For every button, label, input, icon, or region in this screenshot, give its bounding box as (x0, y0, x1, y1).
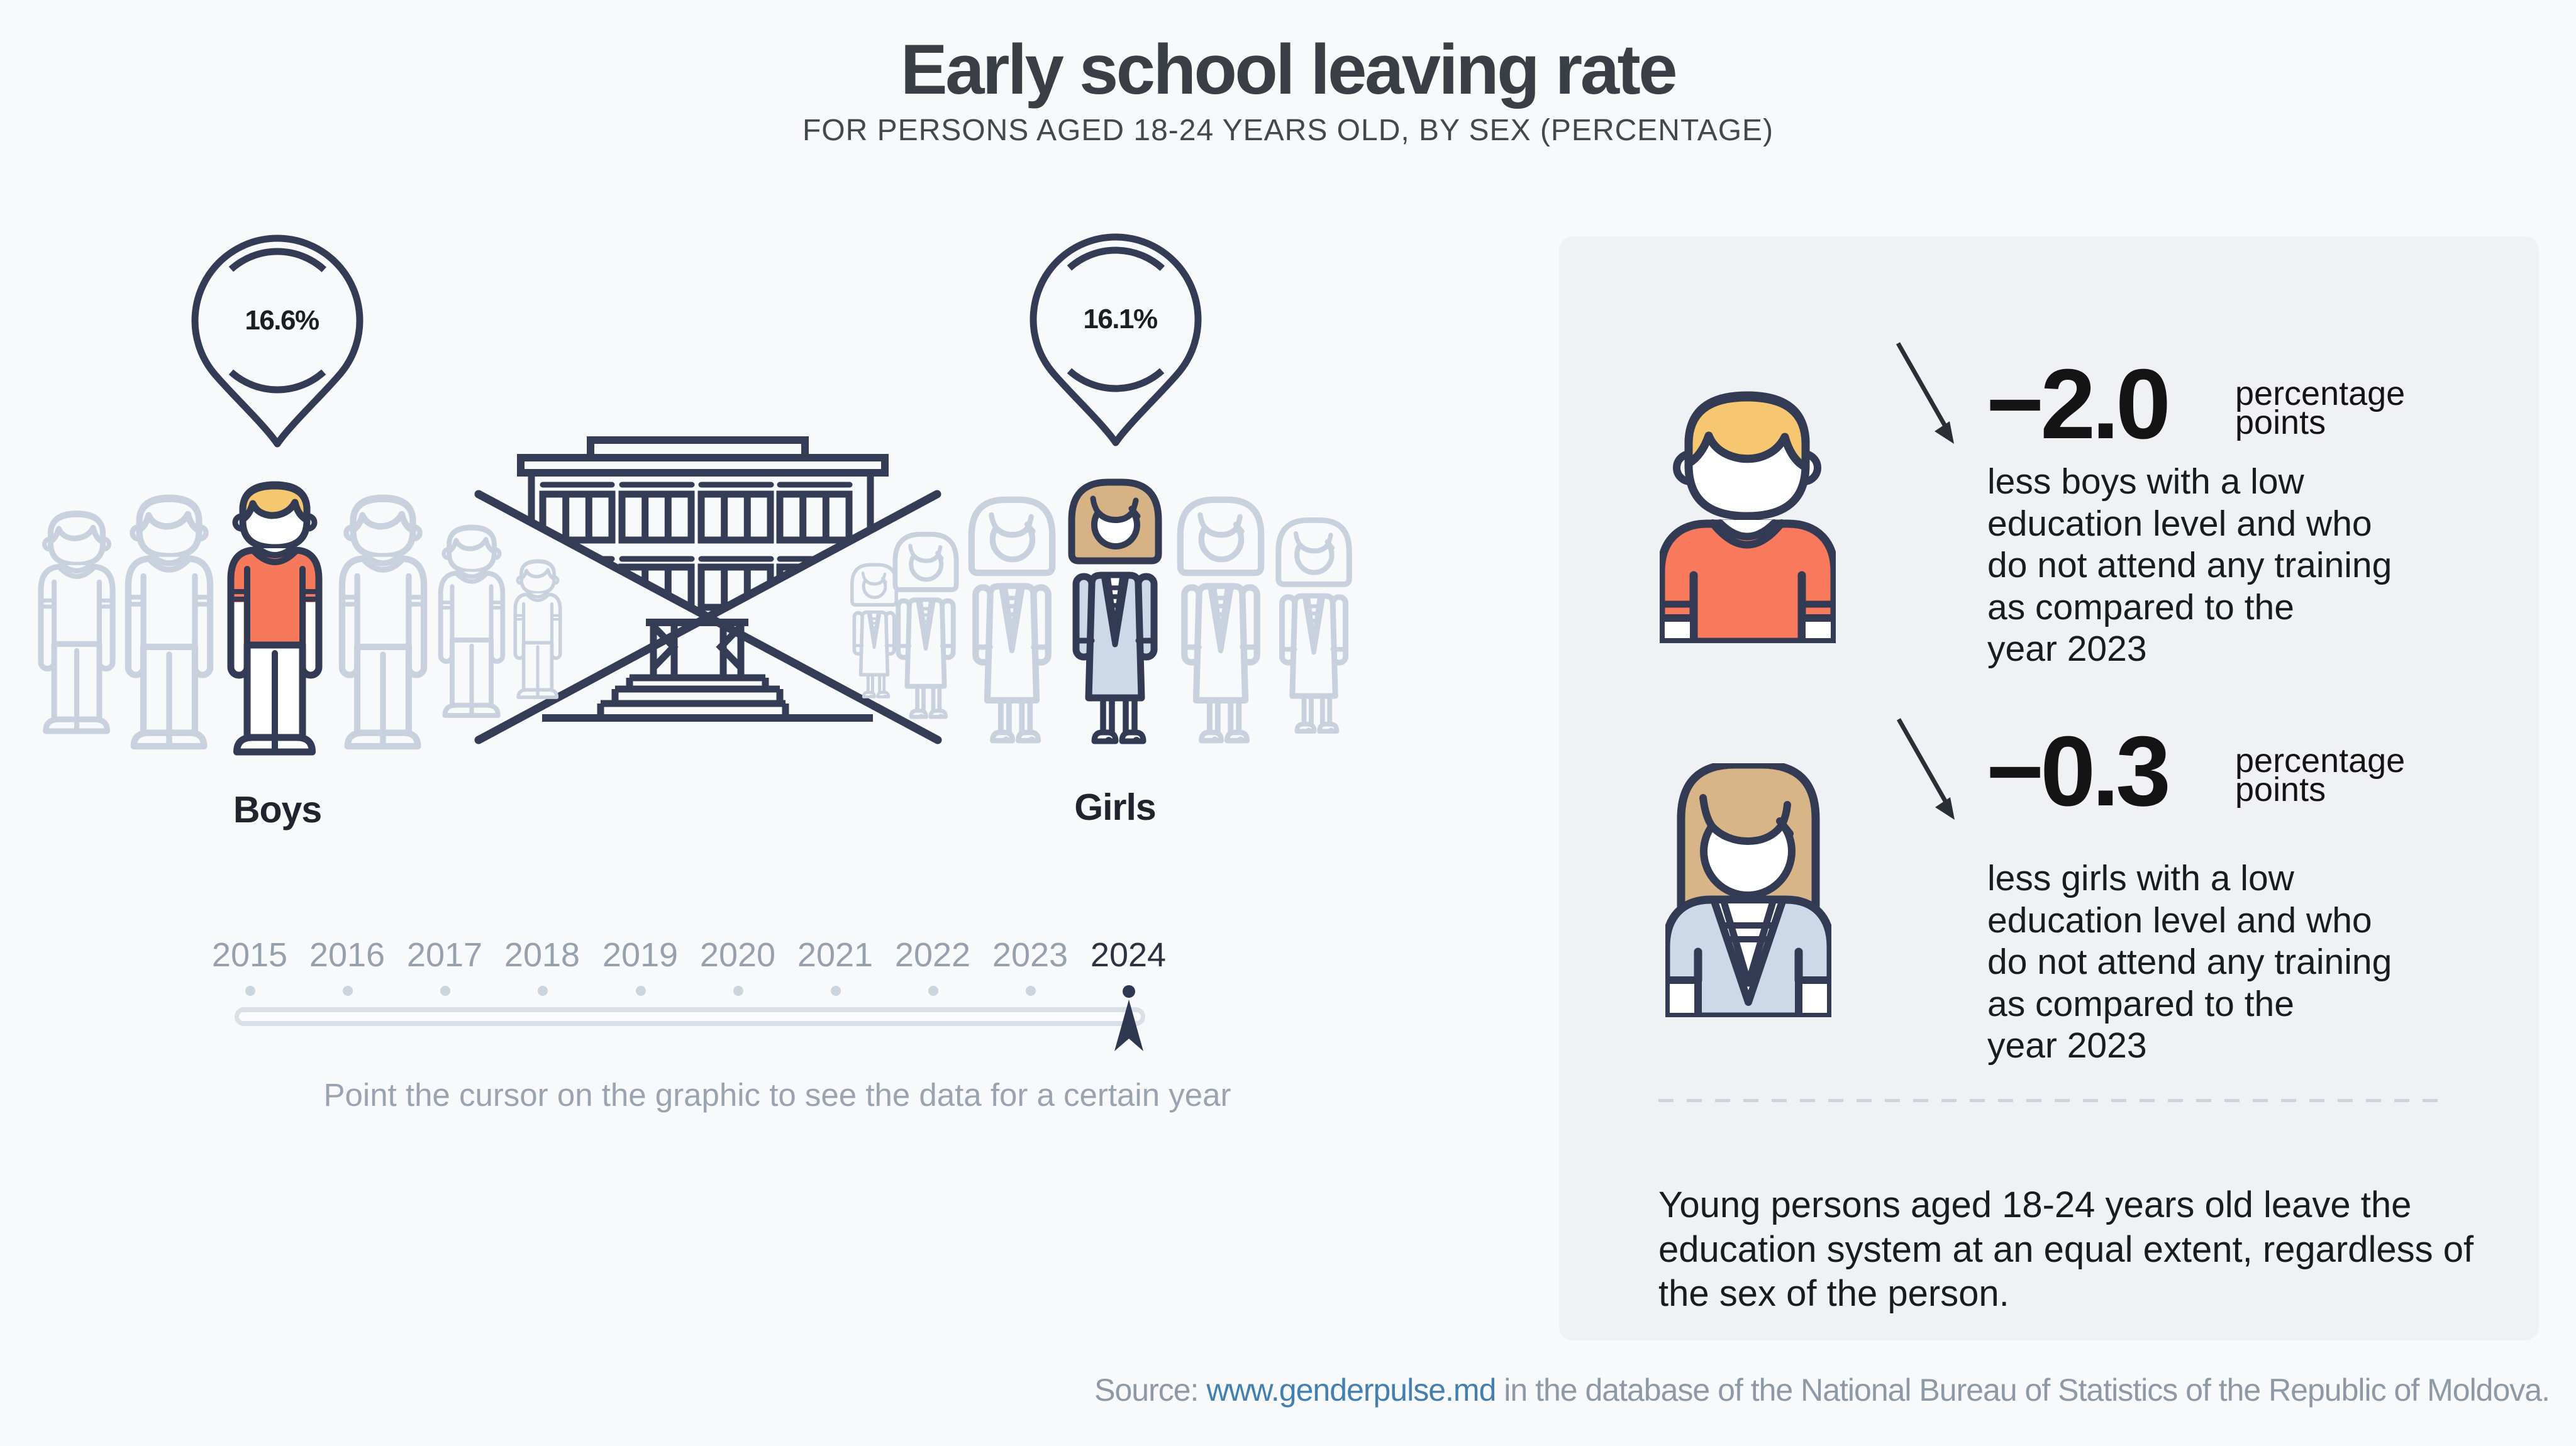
svg-text:Girls: Girls (1074, 786, 1155, 828)
svg-text:16.1%: 16.1% (1083, 304, 1157, 334)
svg-text:16.6%: 16.6% (245, 305, 319, 336)
svg-text:Boys: Boys (233, 789, 321, 831)
